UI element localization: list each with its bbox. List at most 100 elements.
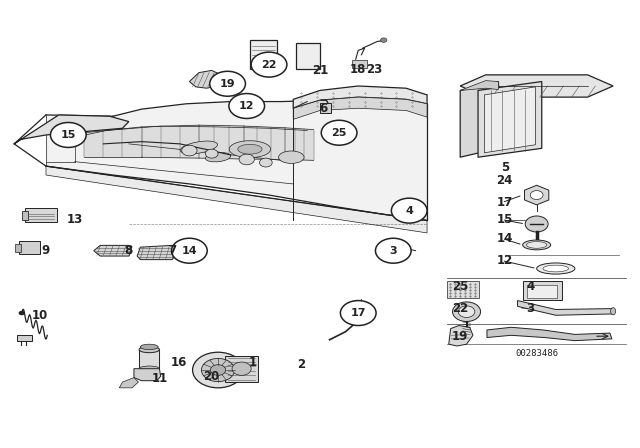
Ellipse shape [537, 263, 575, 274]
Circle shape [239, 154, 254, 165]
Text: 21: 21 [312, 64, 328, 77]
FancyBboxPatch shape [22, 211, 28, 220]
Circle shape [229, 94, 264, 118]
Circle shape [232, 362, 251, 375]
Polygon shape [346, 305, 371, 323]
Circle shape [193, 352, 244, 388]
Polygon shape [449, 326, 473, 346]
Circle shape [259, 158, 272, 167]
Polygon shape [478, 82, 541, 157]
Circle shape [19, 311, 25, 315]
Circle shape [210, 71, 246, 96]
Text: 1: 1 [249, 357, 257, 370]
Text: 25: 25 [332, 128, 347, 138]
Polygon shape [460, 75, 613, 97]
Ellipse shape [527, 241, 547, 248]
Text: 12: 12 [497, 254, 513, 267]
Ellipse shape [238, 144, 262, 154]
Polygon shape [293, 86, 427, 108]
Polygon shape [141, 125, 199, 158]
Circle shape [251, 52, 287, 77]
Text: 25: 25 [452, 280, 468, 293]
Polygon shape [285, 128, 314, 160]
Ellipse shape [139, 366, 159, 371]
Text: 14: 14 [182, 246, 197, 256]
Polygon shape [293, 97, 427, 119]
FancyBboxPatch shape [524, 281, 561, 300]
Circle shape [51, 122, 86, 147]
Text: 9: 9 [42, 244, 50, 257]
Text: 23: 23 [366, 63, 382, 76]
FancyBboxPatch shape [527, 284, 557, 298]
Ellipse shape [180, 141, 218, 154]
Circle shape [376, 238, 411, 263]
Ellipse shape [205, 153, 230, 162]
Text: 15: 15 [497, 213, 513, 226]
Ellipse shape [543, 265, 568, 272]
FancyBboxPatch shape [225, 356, 258, 383]
FancyBboxPatch shape [250, 40, 276, 69]
Circle shape [452, 302, 481, 322]
FancyBboxPatch shape [447, 281, 479, 298]
Circle shape [525, 216, 548, 232]
Polygon shape [525, 185, 548, 205]
Polygon shape [134, 369, 161, 381]
Text: 15: 15 [61, 130, 76, 140]
Text: 5: 5 [500, 160, 509, 173]
Circle shape [211, 365, 226, 375]
FancyBboxPatch shape [296, 43, 320, 69]
Text: 13: 13 [67, 213, 83, 226]
Polygon shape [244, 126, 285, 159]
Circle shape [205, 149, 218, 158]
FancyBboxPatch shape [15, 244, 21, 253]
Text: 22: 22 [452, 302, 468, 315]
Text: 19: 19 [220, 79, 236, 89]
Text: 4: 4 [405, 206, 413, 215]
FancyBboxPatch shape [320, 103, 332, 113]
Text: 4: 4 [526, 280, 534, 293]
Text: 3: 3 [526, 302, 534, 315]
Polygon shape [46, 166, 427, 233]
Polygon shape [460, 82, 499, 157]
Text: 17: 17 [497, 196, 513, 209]
Polygon shape [137, 246, 177, 260]
Circle shape [458, 306, 475, 318]
Text: 24: 24 [497, 174, 513, 187]
Polygon shape [119, 378, 138, 388]
Circle shape [340, 301, 376, 326]
Polygon shape [460, 81, 499, 90]
Ellipse shape [523, 240, 550, 250]
Text: 00283486: 00283486 [515, 349, 558, 358]
Ellipse shape [611, 308, 616, 315]
Polygon shape [14, 115, 129, 144]
Text: 14: 14 [497, 232, 513, 245]
Text: 19: 19 [452, 330, 468, 343]
Text: 7: 7 [168, 244, 176, 257]
Circle shape [172, 238, 207, 263]
Polygon shape [518, 301, 613, 315]
Text: 20: 20 [204, 370, 220, 383]
Ellipse shape [229, 141, 271, 158]
Circle shape [321, 120, 357, 145]
Circle shape [381, 38, 387, 43]
Text: 8: 8 [125, 244, 133, 257]
Polygon shape [487, 327, 612, 340]
FancyBboxPatch shape [353, 60, 367, 68]
Circle shape [392, 198, 427, 223]
Text: 18: 18 [350, 63, 367, 76]
Circle shape [531, 190, 543, 199]
Text: 17: 17 [351, 308, 366, 318]
Text: 10: 10 [31, 309, 48, 322]
Polygon shape [484, 87, 536, 153]
Text: 6: 6 [319, 102, 327, 115]
Polygon shape [46, 99, 427, 220]
Text: 22: 22 [261, 60, 276, 69]
Circle shape [182, 145, 197, 156]
Polygon shape [94, 246, 132, 256]
Text: 12: 12 [239, 101, 255, 111]
FancyBboxPatch shape [19, 241, 40, 254]
Text: 2: 2 [297, 358, 305, 371]
Polygon shape [199, 125, 244, 159]
Polygon shape [139, 349, 159, 369]
Text: 16: 16 [170, 356, 187, 369]
